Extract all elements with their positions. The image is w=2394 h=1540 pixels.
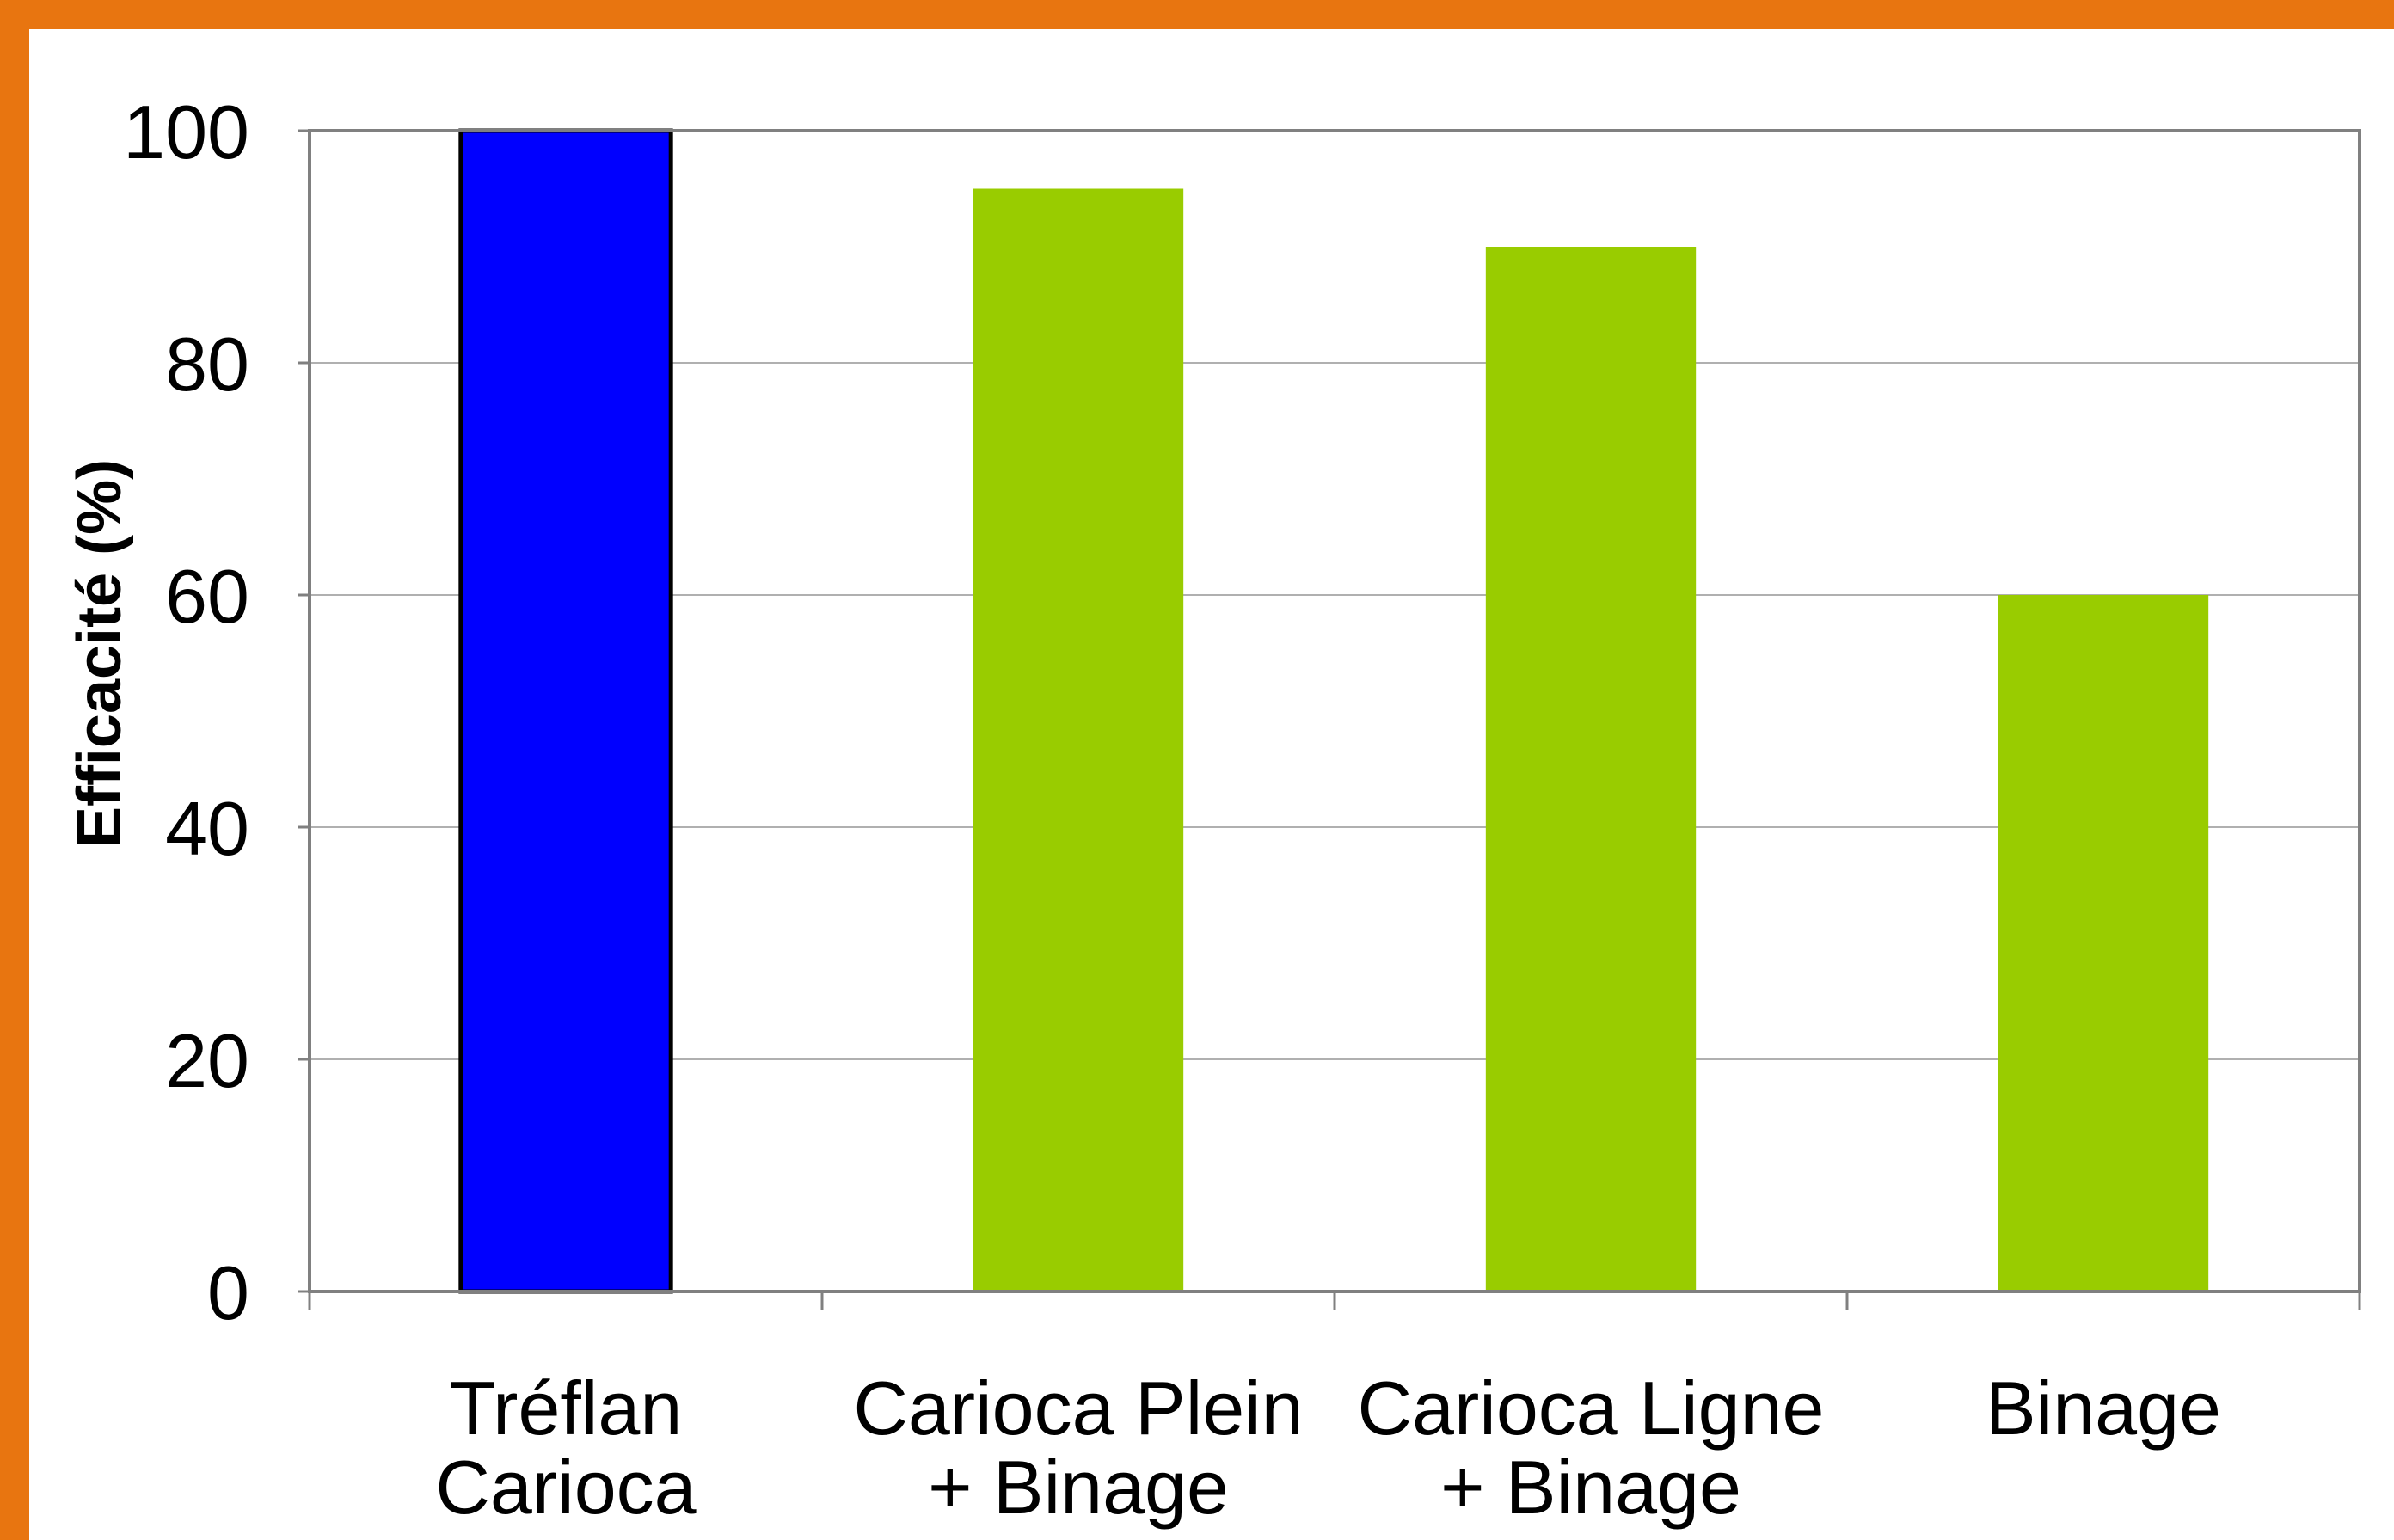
category-label: Binage xyxy=(1986,1365,2221,1451)
y-tick-label: 40 xyxy=(165,786,249,871)
bar xyxy=(1485,247,1697,1292)
y-tick-label: 80 xyxy=(165,322,249,407)
category-label: + Binage xyxy=(928,1445,1229,1530)
y-tick-label: 60 xyxy=(165,554,249,639)
bar xyxy=(458,128,673,1294)
y-tick-label: 20 xyxy=(165,1018,249,1103)
category-label: Carioca xyxy=(435,1445,696,1530)
y-axis-tick-labels: 0 20 40 60 80 100 xyxy=(123,89,310,1335)
bars xyxy=(458,128,2209,1294)
category-label: Carioca Plein xyxy=(853,1365,1303,1451)
y-tick-label: 0 xyxy=(207,1250,249,1335)
y-axis-title: Efficacité (%) xyxy=(65,459,134,848)
category-label: Tréflan xyxy=(450,1365,683,1451)
bar xyxy=(973,188,1184,1292)
category-label: + Binage xyxy=(1440,1445,1741,1530)
category-label: Carioca Ligne xyxy=(1358,1365,1825,1451)
x-axis-ticks xyxy=(308,1292,2361,1310)
y-tick-label: 100 xyxy=(123,89,249,175)
bar xyxy=(1998,595,2209,1292)
